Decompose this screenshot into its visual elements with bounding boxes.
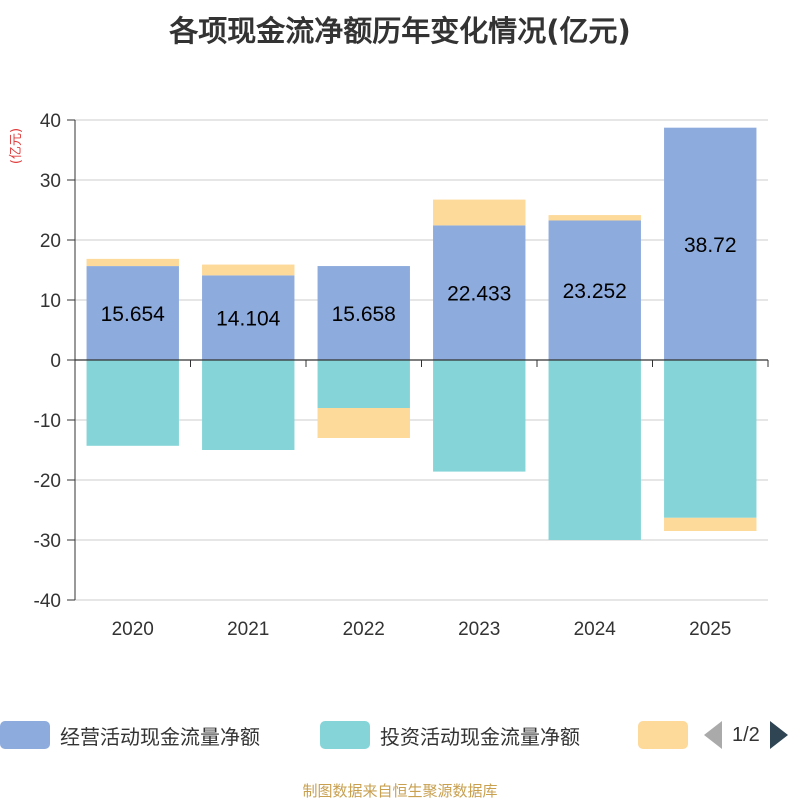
bar-investing-2020[interactable] [87, 360, 179, 446]
bar-financing-2022[interactable] [318, 408, 410, 438]
bar-investing-2025[interactable] [664, 360, 756, 518]
data-label-2021: 14.104 [216, 308, 281, 331]
pager-prev-icon[interactable] [704, 721, 722, 749]
data-label-2023: 22.433 [447, 283, 511, 306]
legend-swatch-operating [0, 721, 50, 749]
x-tick-label: 2022 [343, 619, 385, 640]
bar-financing-2025[interactable] [664, 518, 756, 531]
bars [87, 128, 757, 540]
x-tick-label: 2020 [112, 619, 154, 640]
y-tick-label: 30 [40, 171, 61, 192]
legend-swatch-investing [320, 721, 370, 749]
data-label-2025: 38.72 [684, 234, 737, 257]
legend-label-operating: 经营活动现金流量净额 [60, 721, 260, 750]
pager-next-icon[interactable] [770, 721, 788, 749]
bar-financing-2021[interactable] [202, 265, 294, 276]
y-tick-label: -40 [34, 591, 61, 612]
x-tick-label: 2023 [458, 619, 500, 640]
y-tick-label: 20 [40, 231, 61, 252]
x-tick-label: 2021 [227, 619, 269, 640]
bar-investing-2022[interactable] [318, 360, 410, 408]
y-axis-unit: (亿元) [9, 128, 24, 164]
y-tick-label: 10 [40, 291, 61, 312]
legend-item-financing[interactable] [638, 716, 688, 754]
y-tick-label: 0 [50, 351, 61, 372]
legend: 经营活动现金流量净额 投资活动现金流量净额 [0, 716, 800, 754]
bar-financing-2020[interactable] [87, 259, 179, 266]
pager-text: 1/2 [732, 724, 760, 747]
chart-area: -40 -30 -20 -10 0 10 20 30 40 2020 2021 2022 2023 202… [0, 0, 800, 800]
legend-pager: 1/2 [704, 716, 788, 754]
bar-financing-2024[interactable] [549, 215, 641, 220]
bar-financing-2023[interactable] [433, 200, 525, 226]
legend-label-investing: 投资活动现金流量净额 [380, 721, 580, 750]
source-note: 制图数据来自恒生聚源数据库 [0, 780, 800, 801]
legend-swatch-financing [638, 721, 688, 749]
data-label-2020: 15.654 [101, 303, 166, 326]
x-tick-label: 2024 [574, 619, 617, 640]
legend-item-operating[interactable]: 经营活动现金流量净额 [0, 716, 260, 754]
y-tick-label: -20 [34, 471, 61, 492]
x-tick-label: 2025 [689, 619, 731, 640]
bar-investing-2024[interactable] [549, 360, 641, 540]
y-tick-label: -30 [34, 531, 61, 552]
data-label-2022: 15.658 [332, 303, 396, 326]
legend-item-investing[interactable]: 投资活动现金流量净额 [320, 716, 580, 754]
y-tick-label: -10 [34, 411, 61, 432]
bar-investing-2021[interactable] [202, 360, 294, 450]
y-tick-label: 40 [40, 111, 61, 132]
data-labels: 15.654 14.104 15.658 22.433 23.252 38.72 [101, 234, 737, 331]
bar-investing-2023[interactable] [433, 360, 525, 472]
data-label-2024: 23.252 [563, 280, 627, 303]
